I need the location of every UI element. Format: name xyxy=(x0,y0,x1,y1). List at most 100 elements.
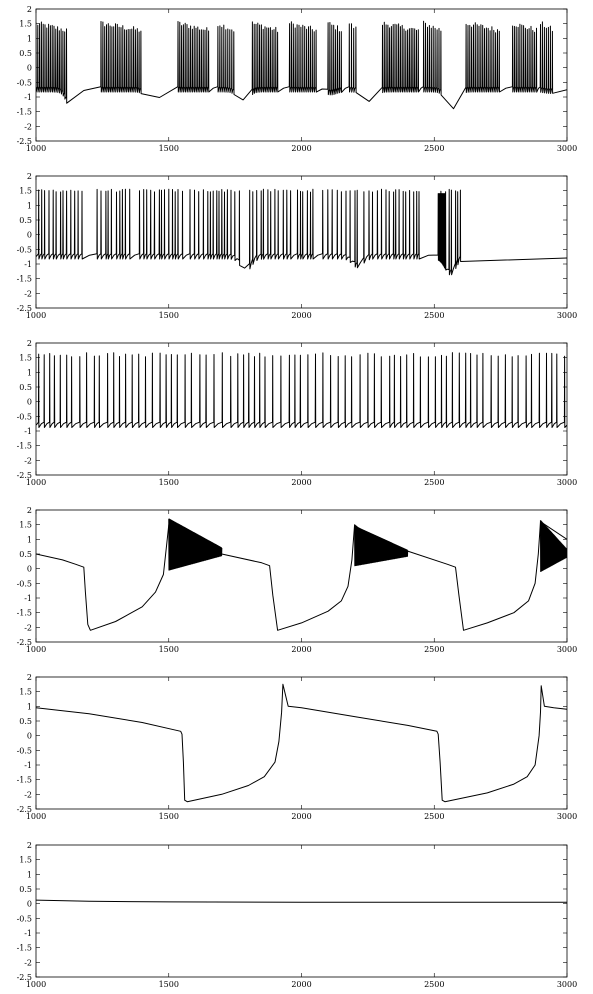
y-tick-label: 1 xyxy=(27,535,32,544)
y-tick-label: 1.5 xyxy=(19,20,32,29)
series-line xyxy=(36,352,567,428)
series-line xyxy=(36,521,567,631)
x-tick-label: 2000 xyxy=(291,812,311,821)
y-tick-label: -2 xyxy=(24,623,32,632)
plot-frame xyxy=(35,175,568,309)
y-tick-label: -1.5 xyxy=(17,944,32,953)
plot-frame xyxy=(35,509,568,643)
y-tick-label: 0.5 xyxy=(19,383,32,392)
y-tick-label: -0.5 xyxy=(17,746,32,755)
y-tick-label: 0 xyxy=(27,398,32,407)
x-tick-label: 2000 xyxy=(291,980,311,989)
x-tick-label: 2500 xyxy=(424,144,444,153)
y-tick-label: 1 xyxy=(27,702,32,711)
y-tick-label: -1.5 xyxy=(17,609,32,618)
y-tick-label: 1.5 xyxy=(19,856,32,865)
y-tick-label: -1.5 xyxy=(17,776,32,785)
y-tick-label: 2 xyxy=(27,5,32,14)
y-tick-label: -1.5 xyxy=(17,108,32,117)
x-tick-label: 2500 xyxy=(424,980,444,989)
trace-group xyxy=(36,188,567,276)
x-tick-label: 2500 xyxy=(424,311,444,320)
trace-group xyxy=(36,352,567,428)
y-tick-label: -1 xyxy=(24,929,32,938)
series-line xyxy=(36,899,567,903)
x-tick-label: 1500 xyxy=(159,812,179,821)
trace-group xyxy=(36,518,567,631)
y-tick-label: -0.5 xyxy=(17,78,32,87)
y-tick-label: -2 xyxy=(24,958,32,967)
series-line xyxy=(36,188,567,276)
oscillation-band xyxy=(168,518,223,571)
y-tick-label: -2 xyxy=(24,790,32,799)
oscillation-band xyxy=(539,520,567,572)
y-tick-label: 0.5 xyxy=(19,885,32,894)
x-tick-label: 1500 xyxy=(159,478,179,487)
y-tick-label: -0.5 xyxy=(17,914,32,923)
y-tick-label: 2 xyxy=(27,841,32,850)
x-tick-label: 1000 xyxy=(26,812,46,821)
x-tick-label: 1500 xyxy=(159,645,179,654)
x-tick-label: 1500 xyxy=(159,980,179,989)
y-tick-label: -1 xyxy=(24,761,32,770)
y-tick-label: 0 xyxy=(27,732,32,741)
x-tick-label: 1500 xyxy=(159,311,179,320)
trace-group xyxy=(36,683,567,803)
x-tick-label: 2000 xyxy=(291,478,311,487)
x-tick-label: 2000 xyxy=(291,645,311,654)
y-tick-label: 1 xyxy=(27,870,32,879)
y-tick-label: 2 xyxy=(27,339,32,348)
x-tick-label: 1500 xyxy=(159,144,179,153)
y-tick-label: -1 xyxy=(24,594,32,603)
x-tick-label: 1000 xyxy=(26,144,46,153)
y-tick-label: 1 xyxy=(27,34,32,43)
x-tick-label: 3000 xyxy=(557,478,577,487)
y-tick-label: -2 xyxy=(24,289,32,298)
y-tick-label: -1 xyxy=(24,93,32,102)
y-tick-label: -0.5 xyxy=(17,245,32,254)
y-tick-label: -2.5 xyxy=(17,137,32,146)
x-tick-label: 2500 xyxy=(424,478,444,487)
x-tick-label: 2500 xyxy=(424,812,444,821)
x-tick-label: 1000 xyxy=(26,478,46,487)
x-tick-label: 3000 xyxy=(557,645,577,654)
y-tick-label: 0 xyxy=(27,231,32,240)
y-tick-label: -1.5 xyxy=(17,275,32,284)
oscillation-band xyxy=(354,525,409,567)
y-tick-label: -1 xyxy=(24,260,32,269)
y-tick-label: 1 xyxy=(27,201,32,210)
trace-group xyxy=(36,20,567,110)
plot-frame xyxy=(35,342,568,476)
x-tick-label: 1000 xyxy=(26,311,46,320)
y-tick-label: 0 xyxy=(27,565,32,574)
x-tick-label: 3000 xyxy=(557,144,577,153)
y-tick-label: -2.5 xyxy=(17,805,32,814)
y-tick-label: -2.5 xyxy=(17,471,32,480)
y-tick-label: 0.5 xyxy=(19,550,32,559)
y-tick-label: 0.5 xyxy=(19,49,32,58)
y-tick-label: -0.5 xyxy=(17,412,32,421)
x-tick-label: 3000 xyxy=(557,311,577,320)
y-tick-label: 0.5 xyxy=(19,717,32,726)
y-tick-label: -0.5 xyxy=(17,579,32,588)
y-tick-label: 1.5 xyxy=(19,354,32,363)
y-tick-label: -2.5 xyxy=(17,638,32,647)
x-tick-label: 2500 xyxy=(424,645,444,654)
y-tick-label: 2 xyxy=(27,506,32,515)
x-tick-label: 1000 xyxy=(26,645,46,654)
x-tick-label: 1000 xyxy=(26,980,46,989)
y-tick-label: 1.5 xyxy=(19,521,32,530)
y-tick-label: 2 xyxy=(27,172,32,181)
plot-frame xyxy=(35,844,568,978)
y-tick-label: -2.5 xyxy=(17,304,32,313)
y-tick-label: 0 xyxy=(27,64,32,73)
y-tick-label: -1.5 xyxy=(17,442,32,451)
y-tick-label: 2 xyxy=(27,673,32,682)
y-tick-label: 0 xyxy=(27,900,32,909)
y-tick-label: -2.5 xyxy=(17,973,32,982)
x-tick-label: 3000 xyxy=(557,980,577,989)
